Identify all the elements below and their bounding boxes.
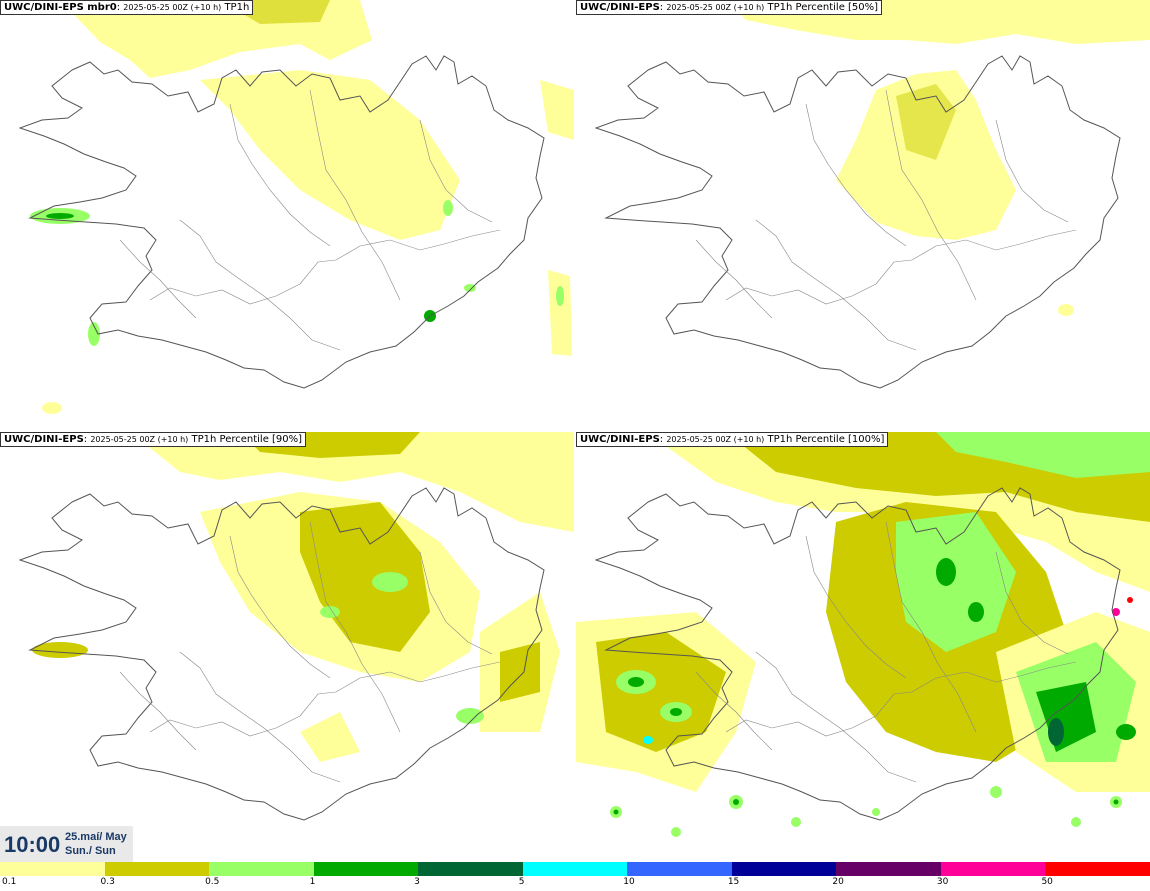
precip-area: [1112, 608, 1120, 616]
precip-map-p50: [595, 0, 1150, 389]
colorbar-segment: [940, 862, 1046, 876]
precip-area: [46, 213, 74, 219]
precip-map-member0: [19, 0, 574, 414]
colorbar-segment: [731, 862, 837, 876]
map-panel-p90: UWC/DINI-EPS: 2025-05-25 00Z (+10 h) TP1…: [0, 432, 574, 862]
panel-title: UWC/DINI-EPS: 2025-05-25 00Z (+10 h) TP1…: [576, 432, 889, 447]
precip-area: [896, 512, 1016, 652]
precip-area: [1116, 724, 1136, 740]
map-panel-p100: UWC/DINI-EPS: 2025-05-25 00Z (+10 h) TP1…: [576, 432, 1150, 862]
panel-title: UWC/DINI-EPS: 2025-05-25 00Z (+10 h) TP1…: [0, 432, 307, 447]
precip-area: [200, 70, 460, 240]
valid-date-line2: Sun./ Sun: [65, 845, 116, 857]
precip-area: [130, 432, 574, 532]
valid-time-clock: 10:00: [4, 832, 61, 857]
colorbar-segment: [1045, 862, 1150, 876]
colorbar-label: 0.1: [2, 877, 17, 887]
precip-area: [670, 708, 682, 716]
valid-time-box: 10:00 25.maí/ May Sun./ Sun: [0, 826, 133, 862]
colorbar-label: 15: [727, 877, 740, 887]
precip-area: [968, 602, 984, 622]
iceland-coastline: [595, 55, 1121, 389]
colorbar-label: 1: [309, 877, 316, 887]
colorbar-segment: [209, 862, 314, 876]
colorbar-label: 50: [1041, 877, 1053, 887]
precip-area: [643, 736, 653, 744]
panel-title: UWC/DINI-EPS mbr0: 2025-05-25 00Z (+10 h…: [0, 0, 254, 15]
panel-divider: [0, 430, 1150, 432]
precip-map-p100: [576, 432, 1150, 837]
precip-area: [936, 432, 1150, 478]
precip-area: [540, 80, 574, 140]
colorbar-segment: [313, 862, 419, 876]
precip-area: [456, 708, 484, 724]
precip-area: [548, 270, 572, 356]
colorbar-label: 3: [414, 877, 420, 887]
precip-area: [628, 677, 644, 687]
colorbar-label: 0.5: [205, 877, 220, 887]
precip-map-p90: [19, 432, 574, 821]
colorbar-segment: [627, 862, 732, 876]
precip-area: [32, 642, 88, 658]
precip-area: [300, 712, 360, 762]
colorbar-segment: [836, 862, 941, 876]
precip-area: [896, 84, 956, 160]
precip-area: [596, 632, 726, 752]
colorbar-label: 20: [832, 877, 844, 887]
map-panel-member0: UWC/DINI-EPS mbr0: 2025-05-25 00Z (+10 h…: [0, 0, 574, 430]
colorbar-segment: [104, 862, 210, 876]
precip-area: [443, 200, 453, 216]
colorbar-segment: [418, 862, 523, 876]
colorbar-segment: [522, 862, 628, 876]
precip-area: [1048, 718, 1064, 746]
panel-title: UWC/DINI-EPS: 2025-05-25 00Z (+10 h) TP1…: [576, 0, 883, 15]
precip-area: [936, 558, 956, 586]
precip-area: [613, 799, 1119, 815]
colorbar-segment: [0, 862, 105, 876]
colorbar-labels: 0.1 0.3 0.5 1 3 5 10 15 20 30 50: [0, 876, 1150, 891]
precip-area: [1058, 304, 1074, 316]
colorbar-label: 0.3: [100, 877, 115, 887]
precip-area: [42, 402, 62, 414]
colorbar-label: 5: [518, 877, 525, 887]
map-panel-p50: UWC/DINI-EPS: 2025-05-25 00Z (+10 h) TP1…: [576, 0, 1150, 430]
precip-area: [556, 286, 564, 306]
colorbar-label: 30: [936, 877, 949, 887]
precip-area: [88, 322, 100, 346]
precip-area: [1127, 597, 1133, 603]
precip-area: [464, 284, 476, 292]
precip-area: [610, 786, 1122, 837]
precip-area: [372, 572, 408, 592]
precip-area: [500, 642, 540, 702]
valid-date-line1: 25.maí/ May: [65, 831, 127, 843]
precip-colorbar: [0, 862, 1150, 876]
colorbar-label: 10: [623, 877, 635, 887]
